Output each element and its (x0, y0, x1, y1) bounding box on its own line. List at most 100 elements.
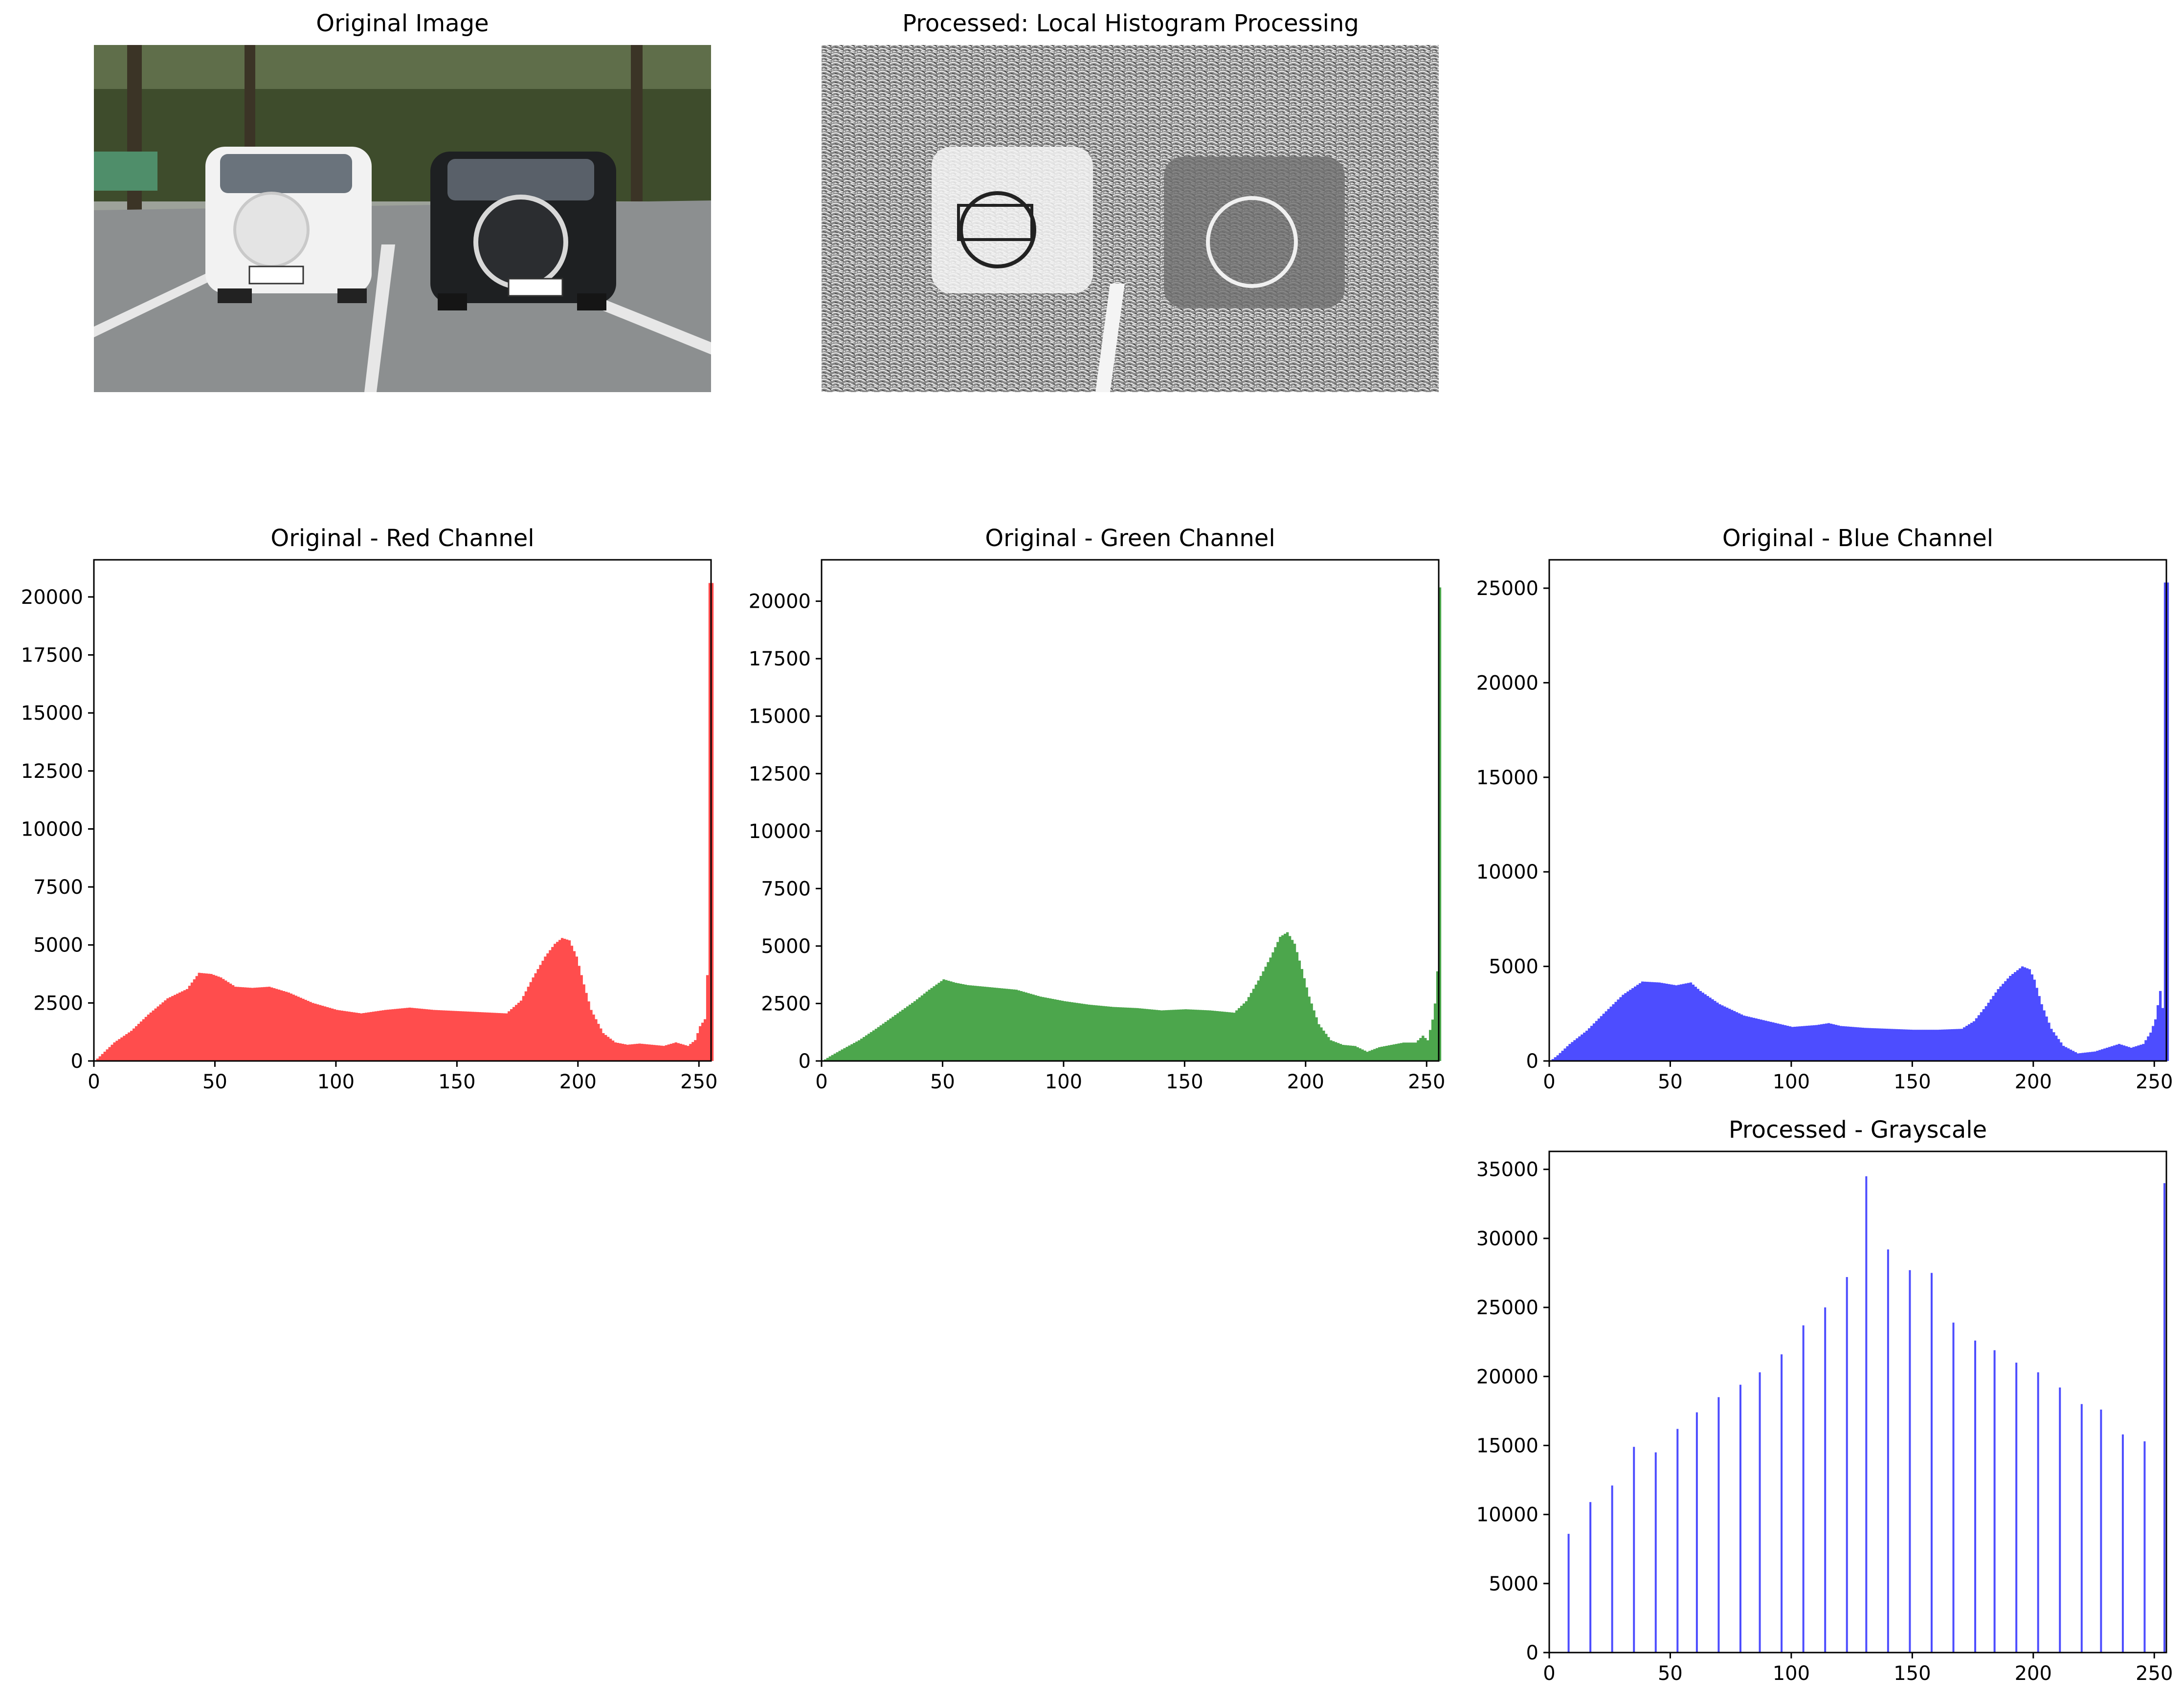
bar (614, 1042, 617, 1061)
bar (1643, 981, 1647, 1061)
bar (915, 999, 919, 1061)
bar (190, 982, 194, 1061)
bar (882, 1023, 885, 1061)
bar (2079, 1053, 2082, 1061)
bar (1602, 1014, 1605, 1061)
bar (222, 979, 225, 1061)
bar (831, 1055, 834, 1061)
bar (2009, 975, 2012, 1061)
bar (1247, 997, 1250, 1061)
bar (1740, 1014, 1743, 1061)
bar (1242, 1003, 1246, 1061)
green-chart-title: Original - Green Channel (985, 525, 1275, 552)
bar (1203, 1010, 1207, 1061)
bar (1097, 1005, 1100, 1061)
bar (188, 986, 191, 1061)
bar (205, 973, 208, 1061)
bar (101, 1054, 104, 1061)
bar (391, 1009, 394, 1061)
bar (1334, 1042, 1337, 1061)
bar (248, 988, 251, 1061)
bar (2110, 1046, 2114, 1061)
bar (1020, 991, 1023, 1061)
bar (1854, 1027, 1857, 1061)
bar (1668, 984, 1671, 1061)
bar (1313, 1010, 1315, 1061)
bar (452, 1011, 455, 1061)
bar (2067, 1048, 2070, 1061)
bar (1805, 1026, 1808, 1061)
bar (1095, 1005, 1098, 1061)
bar (1148, 1009, 1151, 1061)
bar (2059, 1387, 2061, 1653)
bar (945, 980, 948, 1061)
bar (1346, 1045, 1350, 1061)
bar (865, 1035, 868, 1061)
bar (1847, 1026, 1850, 1061)
bar (176, 993, 179, 1061)
bar (1419, 1037, 1422, 1061)
bar (636, 1043, 639, 1061)
bar (846, 1047, 848, 1061)
bar (1977, 1015, 1981, 1061)
bar (1279, 937, 1282, 1061)
bar (682, 1044, 685, 1061)
bar (964, 984, 967, 1061)
bar (1837, 1025, 1840, 1061)
bar (689, 1044, 692, 1061)
bar (350, 1012, 353, 1061)
bar (889, 1018, 892, 1061)
bar (1680, 984, 1683, 1061)
y-tick-label: 0 (1526, 1642, 1538, 1664)
bar (981, 986, 984, 1061)
bar (1810, 1025, 1813, 1061)
bar (1269, 957, 1272, 1061)
bar (1155, 1010, 1159, 1061)
bar (1987, 1002, 1990, 1061)
bar (879, 1025, 882, 1061)
bar (954, 983, 958, 1061)
bar (1005, 989, 1008, 1061)
x-tick-label: 250 (680, 1071, 717, 1093)
bar (1592, 1023, 1596, 1061)
bar (1633, 1447, 1635, 1653)
bar (2152, 1026, 2155, 1061)
bar (1119, 1007, 1122, 1061)
bar (1717, 1397, 1720, 1653)
bar (183, 990, 186, 1061)
bar (2161, 1008, 2164, 1061)
bar (1276, 942, 1279, 1061)
bar (935, 984, 938, 1061)
bar (1952, 1323, 1955, 1653)
y-tick-label: 20000 (749, 591, 811, 613)
bar (1595, 1021, 1598, 1061)
bar (1293, 944, 1296, 1061)
bar (2139, 1044, 2142, 1061)
bar (1158, 1010, 1161, 1061)
bar (1989, 999, 1992, 1061)
bar (1371, 1050, 1374, 1061)
bar (541, 961, 544, 1061)
bar (251, 988, 254, 1061)
bar (399, 1008, 401, 1061)
bar (2004, 981, 2007, 1061)
bar (1851, 1027, 1854, 1061)
bar (1022, 992, 1025, 1061)
bar (611, 1040, 615, 1061)
bar (1083, 1004, 1086, 1061)
original-photo (94, 45, 711, 392)
bar (1271, 952, 1274, 1061)
bar (971, 985, 974, 1061)
bar (1053, 999, 1057, 1061)
bar (1587, 1028, 1591, 1061)
bar (1796, 1026, 1799, 1061)
bar (1075, 1003, 1078, 1061)
bar (408, 1007, 411, 1061)
x-tick-label: 100 (317, 1071, 355, 1093)
bar (858, 1040, 861, 1061)
bar (1252, 989, 1255, 1061)
bar (1254, 984, 1258, 1061)
bar (677, 1043, 680, 1061)
bar (287, 993, 290, 1061)
bar (2108, 1047, 2111, 1061)
